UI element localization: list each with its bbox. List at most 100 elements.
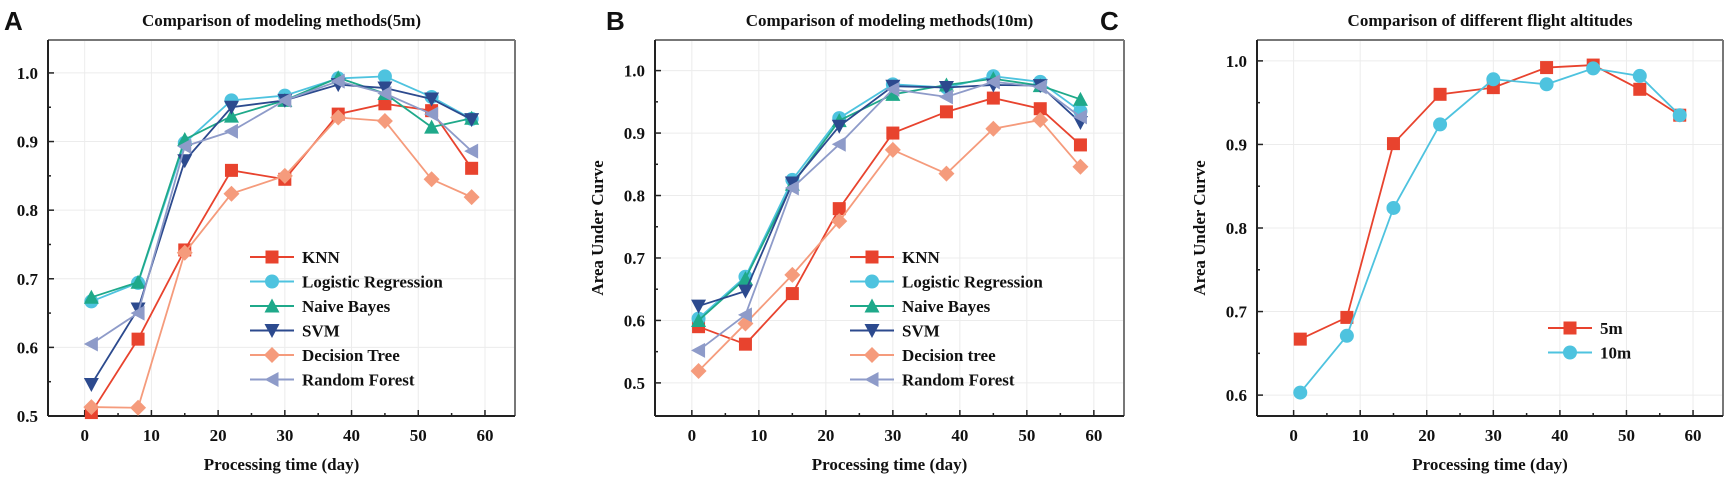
data-point	[464, 143, 479, 159]
chart-title: Comparison of modeling methods(10m)	[746, 11, 1034, 30]
legend-marker	[864, 372, 879, 387]
data-point	[784, 266, 801, 283]
x-tick-label: 40	[1551, 426, 1568, 445]
y-tick-label: 1.0	[17, 64, 38, 83]
data-point	[938, 80, 954, 95]
data-point	[1033, 102, 1047, 116]
y-tick-label: 0.8	[1226, 219, 1247, 238]
data-point	[737, 307, 752, 323]
data-point	[424, 106, 439, 122]
data-point	[1072, 91, 1088, 106]
legend-item: Logistic Regression	[850, 273, 1043, 292]
legend-marker	[264, 372, 279, 387]
legend-item: Naive Bayes	[850, 297, 991, 316]
legend-marker	[1563, 321, 1577, 335]
data-point	[465, 161, 479, 175]
y-tick-label: 0.5	[17, 407, 38, 426]
legend-label: 5m	[1600, 319, 1623, 338]
chart-panel-b: B Comparison of modeling methods(10m) 0 10 2…	[588, 6, 1125, 474]
data-point	[1386, 200, 1401, 215]
legend-label: KNN	[902, 248, 941, 267]
data-point	[330, 73, 345, 89]
data-point	[223, 100, 239, 115]
data-point	[223, 123, 238, 139]
data-point	[1540, 61, 1554, 75]
y-tick-label: 1.0	[1226, 52, 1247, 71]
y-tick-label: 0.6	[17, 338, 38, 357]
legend-label: SVM	[302, 322, 340, 341]
legend-item: Naive Bayes	[250, 297, 391, 316]
data-point	[886, 126, 900, 140]
x-tick-label: 50	[410, 426, 427, 445]
legend-item: Decision tree	[850, 346, 996, 365]
legend-label: Decision tree	[902, 346, 996, 365]
y-tick-label: 0.7	[624, 249, 646, 268]
legend-marker	[264, 298, 280, 313]
data-point	[939, 105, 953, 119]
legend-marker	[265, 250, 279, 264]
data-point	[1386, 137, 1400, 151]
data-point	[424, 92, 440, 107]
data-point	[884, 141, 901, 158]
data-point	[130, 305, 145, 321]
data-point	[985, 74, 1000, 90]
legend-item: 5m	[1548, 319, 1623, 338]
legend-marker	[864, 298, 880, 313]
y-tick-label: 0.9	[1226, 135, 1247, 154]
data-point	[224, 163, 238, 177]
x-tick-label: 0	[80, 426, 89, 445]
x-tick-label: 20	[817, 426, 834, 445]
legend-label: Naive Bayes	[302, 297, 391, 316]
y-tick-label: 0.6	[624, 311, 645, 330]
legend-item: 10m	[1548, 344, 1631, 363]
data-point	[276, 167, 293, 184]
legend-marker	[1563, 345, 1577, 360]
data-point	[464, 113, 480, 128]
data-point	[985, 120, 1002, 137]
data-point	[938, 165, 955, 182]
data-point	[1072, 158, 1089, 175]
x-tick-label: 60	[1685, 426, 1702, 445]
x-axis-label: Processing time (day)	[204, 455, 360, 474]
legend-marker	[264, 347, 280, 363]
data-point	[737, 284, 753, 299]
data-point	[377, 86, 392, 102]
series-decision-tree	[83, 109, 480, 416]
y-tick-label: 0.8	[624, 187, 645, 206]
data-point	[1293, 385, 1308, 400]
chart-title: Comparison of modeling methods(5m)	[142, 11, 421, 30]
y-axis-label: Area Under Curve	[1190, 160, 1209, 296]
data-point	[831, 119, 847, 134]
legend-marker	[865, 250, 879, 264]
x-tick-label: 30	[276, 426, 293, 445]
data-point	[377, 81, 393, 96]
data-point	[463, 189, 480, 206]
data-point	[691, 312, 707, 327]
legend-item: SVM	[850, 322, 940, 341]
data-point	[691, 299, 707, 314]
legend-item: KNN	[850, 248, 941, 267]
x-tick-label: 40	[951, 426, 968, 445]
data-point	[83, 336, 98, 352]
series-line	[698, 80, 1081, 352]
data-point	[1073, 138, 1087, 152]
data-point	[223, 185, 240, 202]
y-tick-label: 1.0	[624, 62, 645, 81]
y-tick-label: 0.9	[624, 124, 645, 143]
panel-label: A	[4, 6, 23, 36]
data-point	[784, 176, 800, 191]
x-tick-label: 50	[1618, 426, 1635, 445]
data-point	[690, 363, 707, 380]
legend-label: 10m	[1600, 344, 1631, 363]
y-tick-label: 0.9	[17, 133, 38, 152]
legend-item: Random Forest	[250, 371, 415, 390]
y-tick-label: 0.7	[17, 270, 39, 289]
x-tick-label: 20	[210, 426, 227, 445]
data-point	[1632, 68, 1647, 83]
x-axis-label: Processing time (day)	[1412, 455, 1568, 474]
series-line	[1299, 64, 1681, 340]
x-tick-label: 10	[1352, 426, 1369, 445]
data-point	[277, 92, 292, 108]
